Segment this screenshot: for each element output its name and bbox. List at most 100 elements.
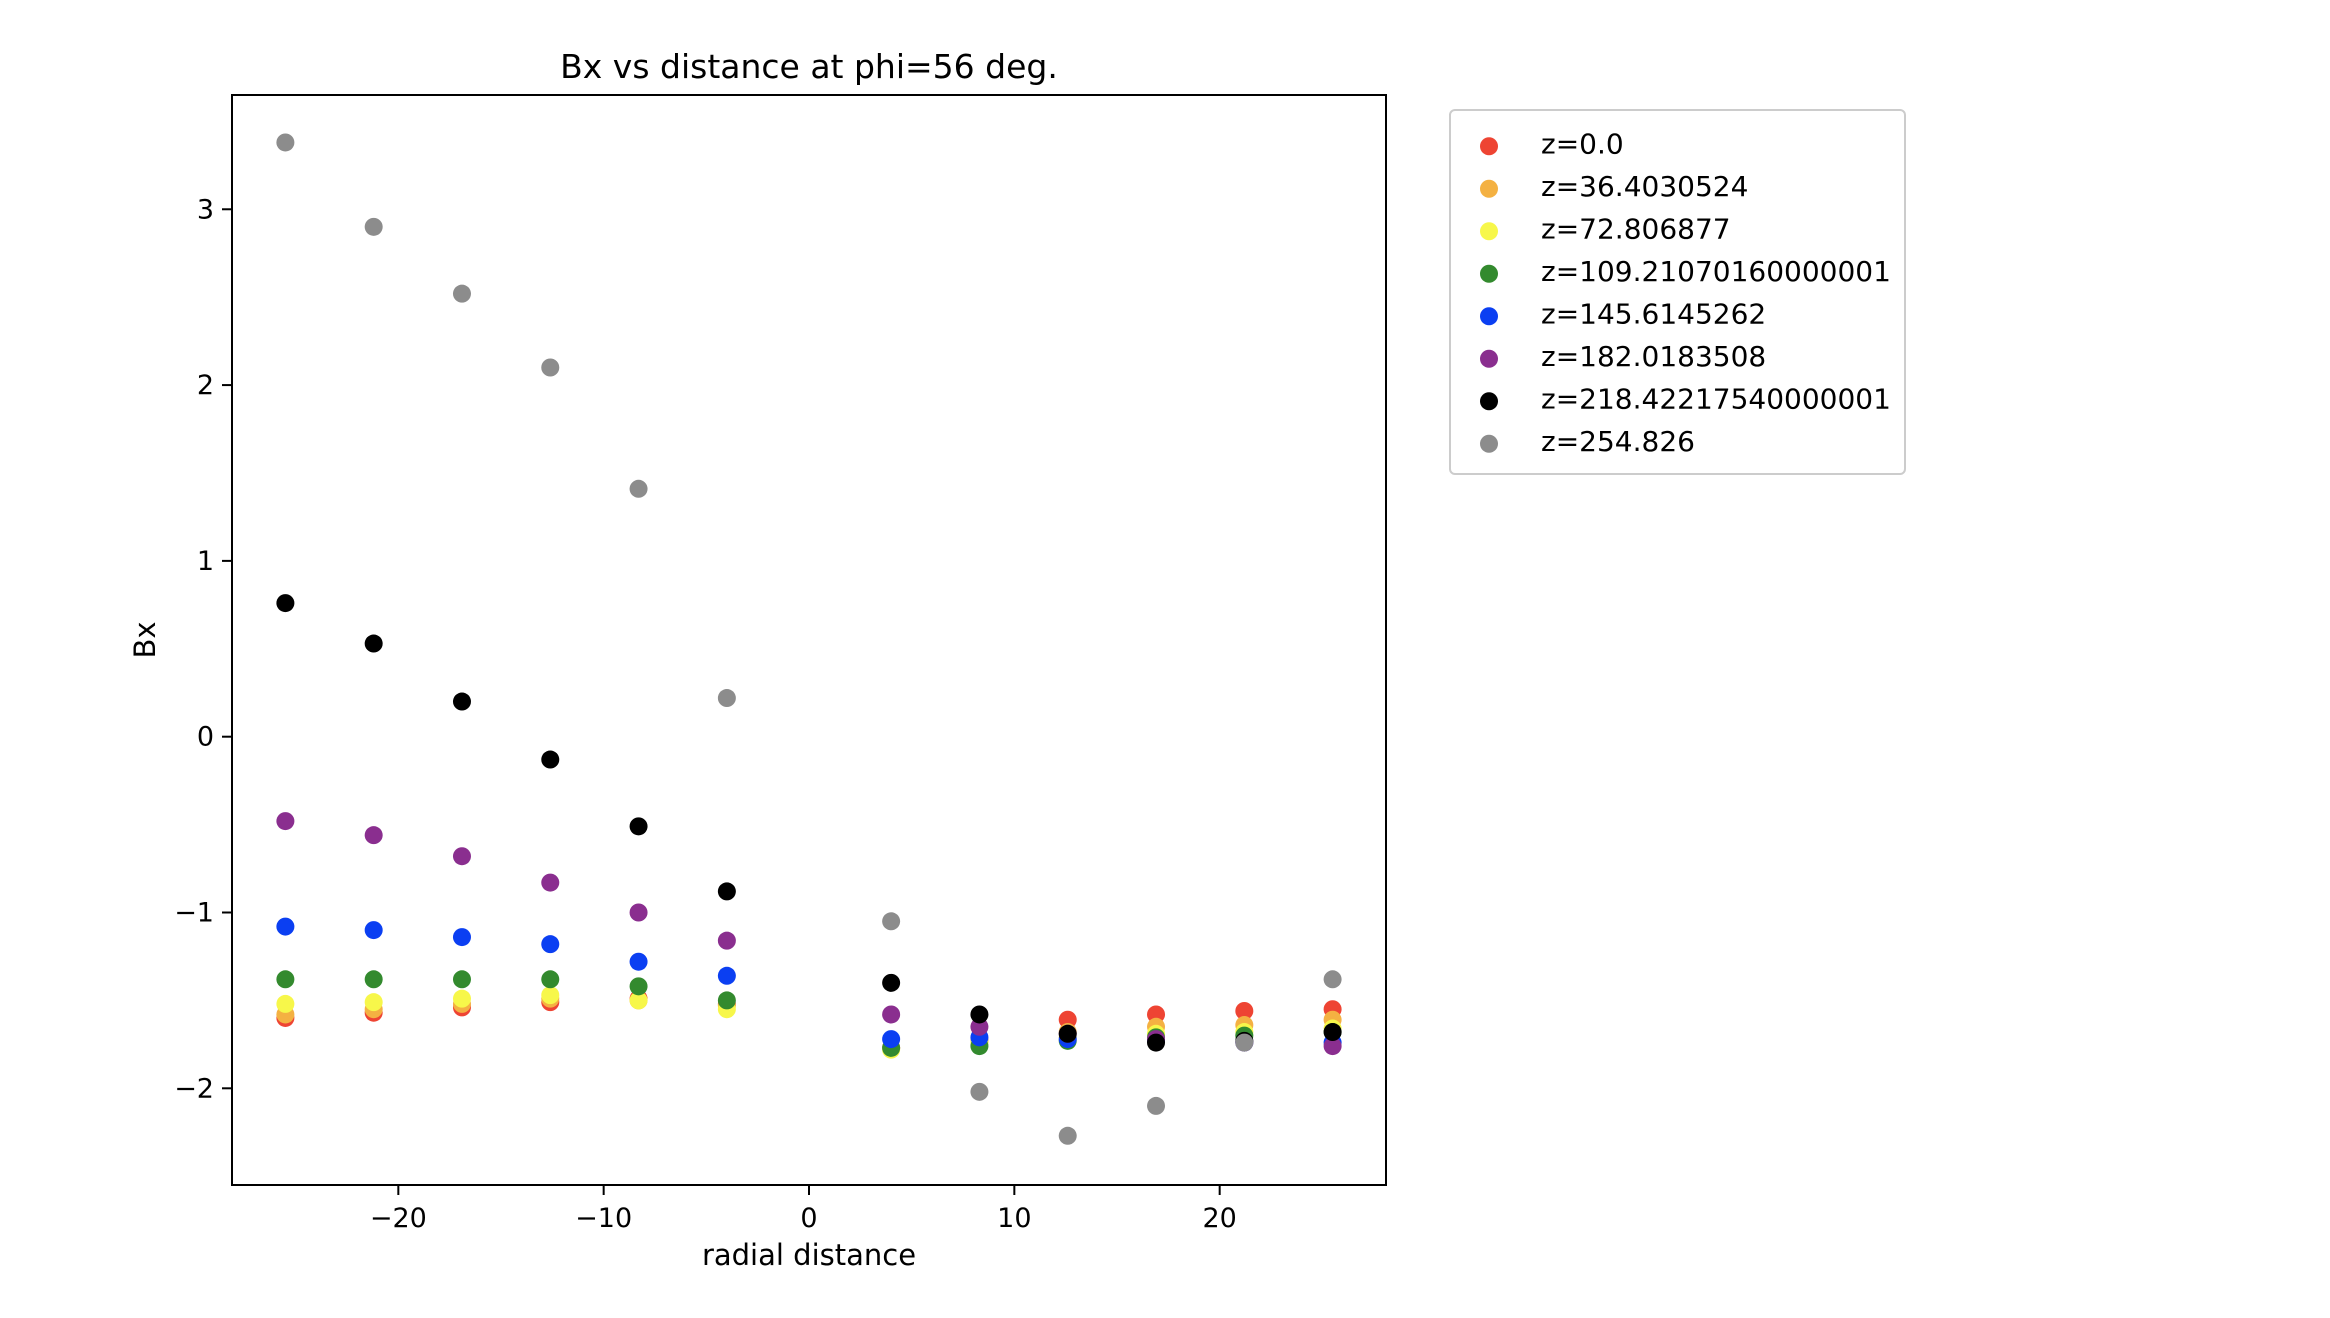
data-point [717, 689, 736, 708]
legend-marker [1480, 434, 1498, 453]
legend-item: z=145.6145262 [1480, 297, 1766, 330]
data-point [364, 921, 383, 940]
series-8 [276, 133, 1342, 1145]
data-point [364, 826, 383, 845]
data-point [882, 912, 901, 931]
legend-label: z=145.6145262 [1541, 297, 1766, 330]
data-point [276, 994, 295, 1013]
legend-marker [1480, 349, 1498, 368]
data-point [541, 986, 560, 1005]
data-point [970, 1017, 989, 1036]
legend-item: z=182.0183508 [1480, 340, 1766, 373]
data-point [629, 479, 648, 498]
data-point [452, 692, 471, 711]
data-point [541, 935, 560, 954]
legend-label: z=36.4030524 [1541, 170, 1748, 203]
x-tick-label: 20 [1202, 1203, 1236, 1234]
data-point [541, 970, 560, 989]
legend-label: z=72.806877 [1541, 212, 1731, 245]
x-tick-label: 0 [800, 1203, 817, 1234]
legend-marker [1480, 307, 1498, 326]
series-7 [276, 594, 1342, 1052]
data-point [364, 993, 383, 1012]
legend-item: z=254.826 [1480, 425, 1695, 458]
data-point [629, 991, 648, 1010]
data-point [276, 133, 295, 152]
data-point [1058, 1010, 1077, 1029]
legend-marker [1480, 264, 1498, 283]
data-point [1147, 1096, 1166, 1115]
x-axis-label: radial distance [702, 1238, 916, 1272]
data-point [1323, 970, 1342, 989]
x-tick-label: −10 [575, 1203, 632, 1234]
series-6 [276, 812, 1342, 1056]
data-point [452, 970, 471, 989]
series-1 [276, 989, 1342, 1057]
data-point [541, 750, 560, 769]
data-point [717, 991, 736, 1010]
data-point [452, 928, 471, 947]
legend-label: z=0.0 [1541, 127, 1624, 160]
y-axis-label: Bx [128, 621, 162, 658]
data-point [1058, 1024, 1077, 1043]
legend-item: z=0.0 [1480, 127, 1624, 160]
data-point [882, 1030, 901, 1049]
data-point [1235, 1033, 1254, 1052]
y-tick-label: 2 [197, 370, 214, 401]
data-point [541, 358, 560, 377]
data-point [276, 812, 295, 831]
data-point [629, 952, 648, 971]
series-2 [276, 989, 1342, 1057]
legend-label: z=218.42217540000001 [1541, 382, 1891, 415]
data-point [541, 873, 560, 892]
legend-label: z=182.0183508 [1541, 340, 1766, 373]
legend-items: z=0.0 z=36.4030524 z=72.806877 z=109.210701… [1480, 127, 1891, 458]
data-point [276, 970, 295, 989]
legend-marker [1480, 392, 1498, 411]
y-tick-label: −2 [174, 1073, 214, 1104]
y-tick-label: 3 [197, 194, 214, 225]
y-tick-label: −1 [174, 898, 214, 929]
data-point [717, 882, 736, 901]
legend-item: z=218.42217540000001 [1480, 382, 1891, 415]
x-axis-ticks: −20 −10 0 10 20 [370, 1185, 1237, 1234]
data-points [276, 133, 1342, 1145]
data-point [364, 970, 383, 989]
data-point [452, 847, 471, 866]
data-point [629, 977, 648, 996]
data-point [364, 634, 383, 653]
y-tick-label: 0 [197, 722, 214, 753]
x-tick-label: 10 [997, 1203, 1031, 1234]
legend-marker [1480, 137, 1498, 156]
data-point [1323, 1023, 1342, 1042]
data-point [717, 966, 736, 985]
data-point [1147, 1033, 1166, 1052]
data-point [1235, 1001, 1254, 1020]
chart-title: Bx vs distance at phi=56 deg. [560, 47, 1058, 86]
legend-label: z=109.21070160000001 [1541, 255, 1891, 288]
data-point [882, 1005, 901, 1024]
plot-area-frame [231, 94, 1387, 1186]
legend-marker [1480, 179, 1498, 198]
data-point [452, 989, 471, 1008]
series-4 [276, 970, 1342, 1057]
data-point [970, 1005, 989, 1024]
data-point [364, 217, 383, 236]
legend-box [1449, 109, 1906, 475]
data-point [276, 917, 295, 936]
data-point [882, 973, 901, 992]
legend: z=0.0 z=36.4030524 z=72.806877 z=109.210701… [1449, 109, 1906, 475]
data-point [452, 284, 471, 303]
y-axis-ticks: −2 −1 0 1 2 3 [174, 194, 232, 1104]
data-point [970, 1082, 989, 1101]
data-point [717, 931, 736, 950]
data-point [276, 594, 295, 613]
legend-item: z=109.21070160000001 [1480, 255, 1891, 288]
data-point [629, 903, 648, 922]
data-point [1323, 1037, 1342, 1056]
x-tick-label: −20 [370, 1203, 427, 1234]
legend-label: z=254.826 [1541, 425, 1695, 458]
legend-marker [1480, 222, 1498, 241]
data-point [1147, 1005, 1166, 1024]
